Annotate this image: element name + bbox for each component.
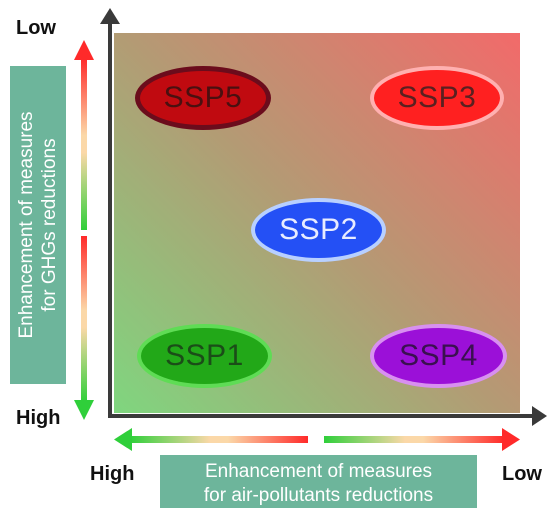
- ssp5-ellipse: SSP5: [135, 66, 271, 130]
- ghg-measures-arrow: [74, 40, 94, 420]
- y-axis: [100, 8, 120, 416]
- air-pollutant-measures-label-box: Enhancement of measures for air-pollutan…: [160, 455, 477, 508]
- ssp1-ellipse: SSP1: [137, 324, 272, 388]
- ghg-measures-label: Enhancement of measures for GHGs reducti…: [15, 66, 61, 384]
- ghg-measures-label-box: [10, 66, 66, 384]
- ssp5-label: SSP5: [163, 81, 243, 114]
- y-axis-low-label: Low: [16, 17, 56, 39]
- ssp2-ellipse: SSP2: [251, 198, 386, 262]
- x-axis-low-label: Low: [502, 463, 542, 485]
- air-pollutant-measures-label-line1: Enhancement of measures: [204, 461, 433, 482]
- ghg-measures-label-line2: for GHGs reductions: [39, 138, 60, 312]
- y-axis-high-label: High: [16, 407, 61, 429]
- ssp1-label: SSP1: [165, 339, 244, 372]
- ssp3-label: SSP3: [397, 81, 477, 114]
- ssp3-ellipse: SSP3: [370, 66, 504, 130]
- ssp4-ellipse: SSP4: [370, 324, 507, 388]
- x-axis: [108, 406, 547, 426]
- x-axis-high-label: High: [90, 463, 135, 485]
- air-pollutant-measures-label: Enhancement of measures for air-pollutan…: [160, 460, 477, 508]
- ssp4-label: SSP4: [399, 339, 478, 372]
- air-pollutant-measures-arrow: [114, 428, 520, 451]
- ghg-measures-label-line1: Enhancement of measures: [16, 111, 37, 339]
- ssp2-label: SSP2: [279, 213, 358, 246]
- air-pollutant-measures-label-line2: for air-pollutants reductions: [203, 485, 434, 506]
